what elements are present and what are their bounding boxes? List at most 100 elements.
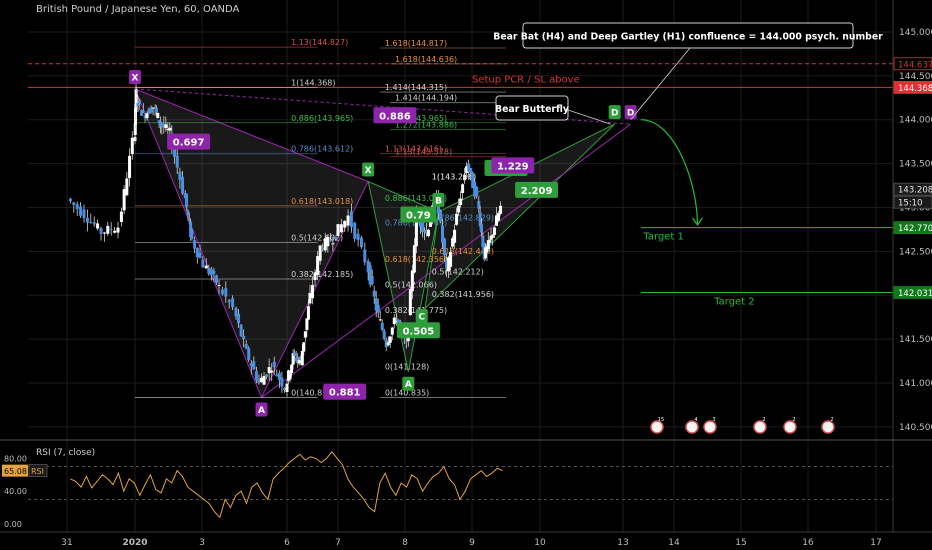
event-count: 3 [712,417,715,423]
time-tick-label: 16 [802,538,814,548]
fib-level-label: 0.382(142.185) [291,270,353,279]
candle-body [209,269,213,276]
price-badge [893,57,932,71]
time-axis-panel [0,532,932,550]
candle-body [141,110,145,112]
pattern-point-label: D [611,109,618,119]
time-tick-label: 8 [402,538,408,548]
time-tick-label: 13 [617,538,628,548]
candle-body [294,357,298,362]
candle-body [488,239,492,243]
candle-body [300,350,304,366]
candle-body [262,376,266,385]
time-tick-label: 31 [61,538,72,548]
candle-body [414,212,418,247]
candle-body [201,259,205,268]
candle-body [181,176,185,194]
candle-body [478,212,482,227]
callout-text-butterfly: Bear Butterfly [495,104,569,115]
candle-body [134,94,138,98]
fib-mid-label: 1(143.296) [432,172,476,181]
ratio-tag [396,322,440,339]
candle-body [451,238,455,247]
candle-body [368,265,372,285]
candle-body [336,224,340,236]
candle-body [308,292,312,304]
price-badge-label: 15:10 [898,199,923,209]
candle-body [485,246,489,253]
candle-body [92,222,96,225]
candle-body [239,324,243,336]
candle-body [168,127,172,131]
candle-body [447,257,451,272]
candle-body [318,245,322,261]
time-tick-label: 2020 [122,538,147,548]
candle-body [282,388,286,391]
event-icon [650,420,664,434]
event-icon [703,420,717,434]
candle-body [463,175,467,181]
candle-body [204,265,208,269]
fib-ext-label: 1.618(144.817) [385,39,447,48]
candle-body [119,211,123,222]
candle-body [207,267,211,274]
candle-body [153,107,157,109]
candle-body [82,209,86,219]
candle-body [291,353,295,365]
time-tick-label: 10 [534,538,546,548]
candle-body [227,300,231,303]
candle-body [445,259,449,269]
candle-body [410,270,414,292]
candle-body [477,200,481,209]
candle-body [185,193,189,208]
candle-body [288,372,292,380]
pattern-point-label: C [418,312,425,322]
candle-body [280,377,284,387]
candle-body [339,224,343,233]
price-badge-label: 144.368 [898,84,932,94]
candle-body [257,379,261,383]
ratio-tag [400,206,437,223]
forecast-arrow [640,119,699,226]
fib-ext-label: 1.414(144.315) [385,83,447,92]
candle-body [212,270,216,274]
fib-mid-label: 0.382(141.956) [432,290,494,299]
pattern-point-label: D [627,109,634,119]
ratio-label: 0.886 [379,111,411,122]
candle-body [374,298,378,311]
price-tick-label: 145.000 [899,28,932,38]
fib-ext-label: 1.272(143.886) [395,121,457,130]
pattern-point-badge [362,162,375,177]
candle-body [290,364,294,373]
time-tick-label: 14 [668,538,680,548]
ratio-tag [167,133,211,150]
candle-body [178,171,182,180]
candle-body [306,306,310,320]
fib-level-label: 0.618(143.018) [291,197,353,206]
candle-body [89,221,93,223]
candle-body [372,290,376,297]
candle-body [302,342,306,352]
candle-body [459,198,463,205]
time-tick-label: 7 [335,538,341,548]
candle-body [136,102,140,106]
pattern-point-badge [608,105,621,120]
candle-body [408,289,412,316]
candle-body [79,206,83,216]
pattern-point-label: B [435,196,442,206]
candle-body [224,288,228,297]
candle-body [392,317,396,325]
price-badge-label: 144.637 [898,60,932,70]
pattern-point-label: A [258,406,265,416]
candle-body [297,360,301,364]
candle-body [326,236,330,247]
candle-body [189,221,193,238]
candle-body [380,322,384,331]
candle-body [149,108,153,113]
fib-level-label: 1.13(144.827) [291,38,348,47]
candle-body [296,357,300,360]
callout-pointer [630,47,691,120]
candle-body [473,181,477,197]
